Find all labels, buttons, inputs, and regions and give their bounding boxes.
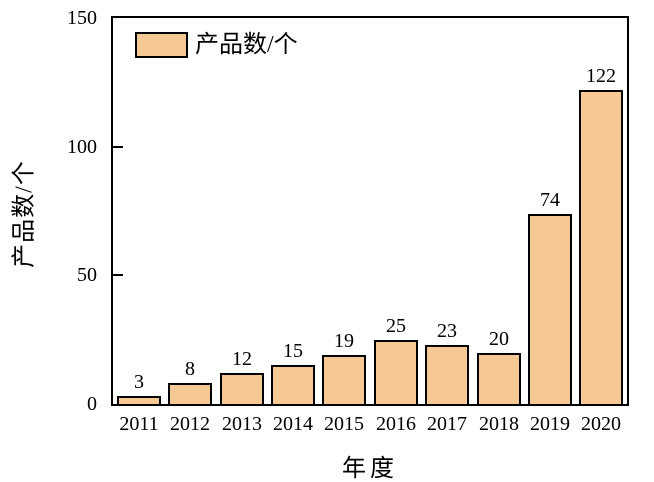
x-tick-label: 2018 (479, 413, 519, 435)
x-tick-label: 2011 (119, 413, 159, 435)
bar-value-label: 12 (232, 348, 252, 370)
bar-2019 (528, 214, 572, 404)
bar-value-label: 8 (185, 358, 195, 380)
y-tick-label: 50 (77, 264, 97, 286)
bar-2016 (374, 340, 418, 404)
legend: 产品数/个 (135, 31, 298, 59)
x-tick-label: 2015 (324, 413, 364, 435)
x-axis-title: 年度 (342, 456, 398, 482)
bar-2014 (271, 365, 315, 404)
bar-value-label: 23 (437, 320, 457, 342)
bar-2013 (220, 373, 264, 404)
bar-2018 (477, 353, 521, 404)
y-axis-title: 产品数/个 (11, 160, 38, 268)
bar-value-label: 19 (334, 330, 354, 352)
bar-2020 (579, 90, 623, 404)
bar-value-label: 20 (489, 328, 509, 350)
x-tick-label: 2012 (170, 413, 210, 435)
y-tick-label: 100 (67, 136, 97, 158)
bar-value-label: 3 (134, 371, 144, 393)
bar-value-label: 25 (386, 315, 406, 337)
x-tick-label: 2020 (581, 413, 621, 435)
x-tick-label: 2017 (427, 413, 467, 435)
plot-area: 产品数/个 3 8 12 15 19 25 23 20 74 122 (111, 16, 629, 406)
bar-value-label: 15 (283, 340, 303, 362)
bar-2011 (117, 396, 161, 404)
bar-2012 (168, 383, 212, 404)
y-tick-mark (113, 274, 123, 276)
bar-2017 (425, 345, 469, 404)
y-tick-label: 0 (87, 393, 97, 415)
y-tick-label: 150 (67, 7, 97, 29)
x-tick-label: 2013 (222, 413, 262, 435)
x-tick-label: 2016 (376, 413, 416, 435)
y-tick-mark (113, 146, 123, 148)
bar-value-label: 122 (586, 65, 616, 87)
bar-value-label: 74 (540, 189, 560, 211)
legend-swatch (135, 32, 188, 58)
x-tick-label: 2014 (273, 413, 313, 435)
x-tick-label: 2019 (530, 413, 570, 435)
bar-2015 (322, 355, 366, 404)
legend-label: 产品数/个 (195, 32, 298, 58)
